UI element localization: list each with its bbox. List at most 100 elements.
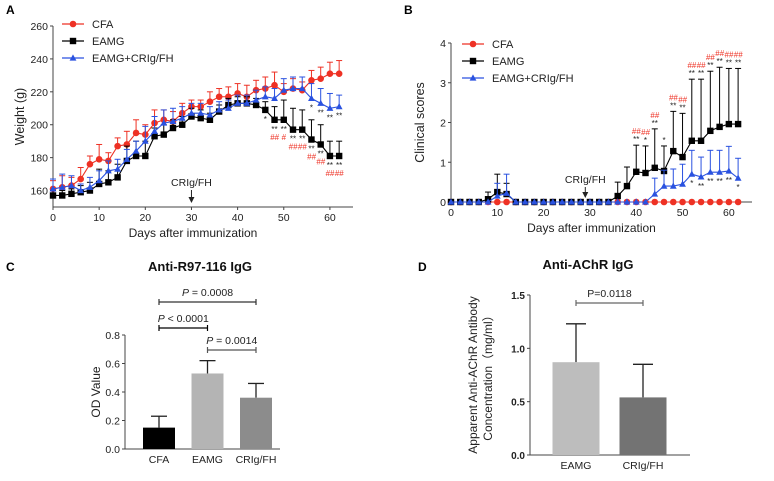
data-point [178, 114, 186, 121]
data-point [549, 198, 557, 205]
data-point [206, 98, 214, 105]
significance-mark-red: ## [724, 50, 733, 59]
data-point [68, 190, 75, 198]
significance-mark-red: ## [678, 95, 687, 104]
data-point [179, 121, 186, 128]
legend-label: EAMG+CRIg/FH [92, 53, 174, 65]
data-point [456, 198, 464, 205]
data-point [132, 129, 140, 137]
data-point [142, 152, 149, 160]
panel-a-weight-chart: 0 10 20 30 40 50 60 160 180 200 220 240 260 Days afte… [13, 19, 353, 240]
data-point [317, 141, 324, 148]
data-point [86, 187, 94, 194]
y-tick-label: 0 [440, 197, 446, 209]
data-point [521, 198, 529, 205]
data-point [280, 86, 288, 93]
panel-c-r97-igg-chart: 0.0 0.2 0.4 0.6 0.8 CFA EAMG CRIg/FH Anti-R97-11… [89, 259, 280, 466]
data-point [271, 116, 278, 123]
data-point [614, 198, 622, 205]
data-point [123, 155, 131, 162]
significance-mark: ** [707, 61, 713, 70]
data-point [215, 106, 223, 113]
data-point [716, 168, 723, 175]
significance-mark: ** [735, 58, 741, 67]
data-point [289, 84, 297, 92]
series-line [451, 123, 739, 203]
data-point [660, 198, 668, 206]
data-point [326, 104, 334, 111]
legend-marker [469, 40, 477, 48]
significance-mark-red: ## [316, 157, 325, 166]
x-tick-label: 20 [538, 207, 550, 219]
significance-mark-red: ## [307, 153, 316, 162]
data-point [105, 179, 112, 186]
y-tick-label: 1.0 [511, 344, 525, 355]
data-point [326, 70, 334, 78]
data-point [215, 93, 223, 101]
data-point [725, 120, 733, 128]
significance-mark: ** [670, 101, 676, 110]
data-point [326, 152, 334, 160]
y-tick-label: 0.4 [105, 387, 120, 399]
data-point [660, 182, 668, 189]
annotation-arrow-head [582, 192, 589, 198]
significance-mark-red: ## [734, 50, 743, 59]
y-axis-title: Weight (g) [13, 88, 27, 145]
significance-mark-red: ## [335, 169, 344, 178]
x-tick-label: 60 [723, 207, 735, 219]
legend-marker [469, 74, 477, 81]
significance-mark: ** [652, 119, 658, 128]
data-point [308, 136, 315, 143]
data-point [160, 119, 168, 126]
data-point [335, 103, 343, 110]
data-point [95, 155, 103, 163]
legend-label: CFA [492, 39, 514, 51]
legend-marker [69, 54, 77, 61]
data-point [206, 111, 214, 118]
x-axis-title: Days after immunization [129, 226, 258, 240]
data-point [568, 198, 575, 205]
data-point [114, 174, 121, 181]
significance-mark: ** [698, 69, 704, 78]
significance-mark-treated: * [690, 179, 693, 188]
data-point [308, 94, 315, 101]
x-tick-label: 0 [448, 207, 454, 219]
data-point [224, 104, 232, 111]
significance-bracket: P=0.0118 [575, 288, 644, 306]
data-point [188, 113, 195, 120]
data-point [59, 192, 66, 199]
legend-label: EAMG [492, 56, 524, 68]
data-point [151, 133, 158, 140]
significance-mark-red: # [282, 133, 287, 142]
significance-mark-red: ## [289, 143, 298, 152]
significance-mark: * [264, 115, 267, 124]
bar-eamg [552, 362, 600, 455]
data-point [670, 147, 677, 155]
data-point [252, 101, 260, 109]
y-axis-title-line1: Apparent Anti-AChR Antibody [466, 296, 480, 453]
y-tick-label: 0.2 [105, 416, 120, 428]
data-point [104, 167, 112, 174]
data-point [151, 127, 158, 134]
legend-label: EAMG [92, 36, 124, 48]
x-tick-label: 10 [93, 212, 105, 224]
panel-b-clinical-scores-chart: 0 10 20 30 40 50 60 0 1 2 3 4 Days after immunizatio… [413, 38, 752, 235]
data-point [651, 190, 659, 197]
data-point [86, 183, 94, 190]
data-point [642, 169, 649, 177]
y-tick-label: 0.5 [511, 398, 525, 409]
legend-label: CFA [92, 19, 114, 31]
data-point [707, 127, 714, 135]
x-tick-label: EAMG [561, 460, 592, 472]
significance-mark: ** [679, 103, 685, 112]
data-point [58, 183, 66, 190]
data-point [234, 99, 242, 106]
bar-crig-fh [619, 397, 667, 455]
data-point [475, 198, 483, 205]
data-point [688, 198, 696, 206]
significance-mark: * [644, 136, 647, 145]
y-tick-label: 240 [30, 54, 48, 66]
panel-label-a: A [6, 3, 15, 17]
y-tick-label: 3 [440, 78, 446, 90]
data-point [716, 123, 723, 131]
